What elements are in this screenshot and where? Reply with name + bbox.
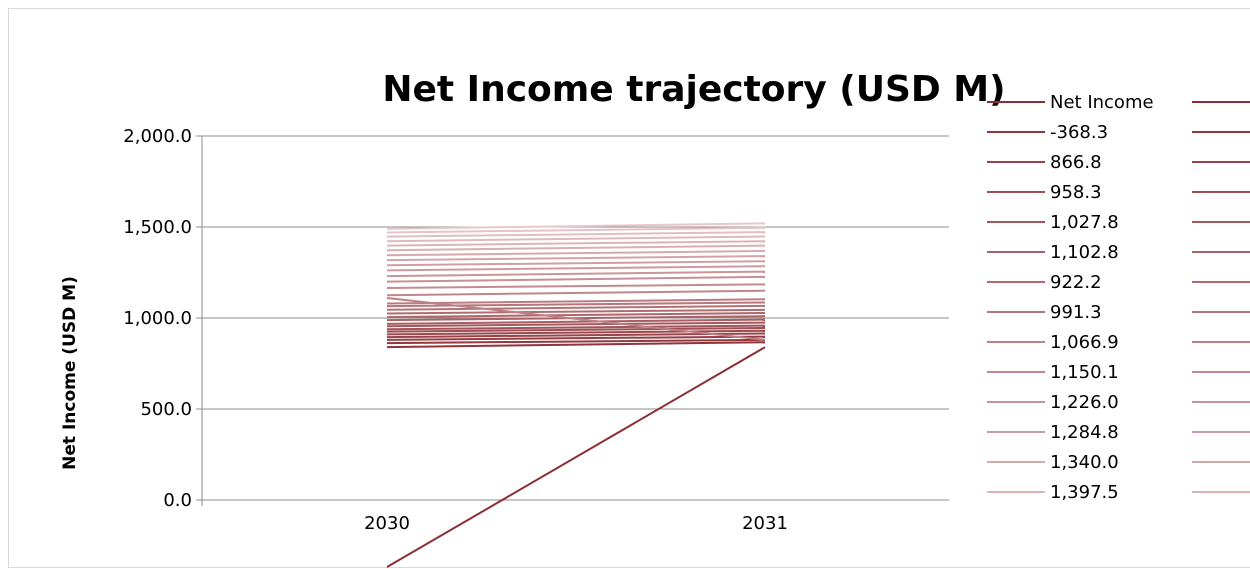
series-line <box>386 318 766 325</box>
series-line <box>386 296 766 341</box>
legend-entry: 922.2 <box>1050 272 1102 293</box>
y-axis-label: Net Income (USD M) <box>60 276 80 470</box>
series-line <box>386 324 766 331</box>
series-line <box>386 329 766 336</box>
series-line <box>386 260 766 267</box>
legend-entry: 1,066.9 <box>1050 332 1119 353</box>
series-line <box>386 346 766 568</box>
y-tick-label: 0.0 <box>163 490 192 511</box>
chart-title: Net Income trajectory (USD M) <box>382 69 1005 110</box>
legend-entry: 1,397.5 <box>1050 482 1119 503</box>
series-line <box>386 332 766 339</box>
legend-entry: 1,226.0 <box>1050 392 1119 413</box>
y-tick-label: 500.0 <box>140 399 192 420</box>
series-line <box>386 270 766 278</box>
legend-entry: 866.8 <box>1050 152 1102 173</box>
series-line <box>386 265 766 272</box>
legend-entry: 958.3 <box>1050 182 1102 203</box>
series-line <box>386 321 766 328</box>
series-line <box>386 250 766 257</box>
series-line <box>386 283 766 289</box>
legend-entry: Net Income <box>1050 92 1154 113</box>
series-line <box>386 308 766 315</box>
series-line <box>386 289 766 297</box>
series-line <box>386 341 766 349</box>
legend-entry: 1,340.0 <box>1050 452 1119 473</box>
series-line <box>386 327 766 333</box>
series-line <box>386 338 766 345</box>
series-line <box>386 226 766 234</box>
series-line <box>386 335 766 341</box>
legend-entry: 1,027.8 <box>1050 212 1119 233</box>
series-line <box>386 311 766 319</box>
y-tick-label: 1,500.0 <box>123 217 192 238</box>
y-tick-labels: 0.0 500.0 1,000.0 1,500.0 2,000.0 <box>123 126 192 511</box>
series-line <box>386 240 766 247</box>
x-tick-label: 2030 <box>364 513 410 534</box>
y-tick-label: 1,000.0 <box>123 308 192 329</box>
chart-frame: Net Income trajectory (USD M) Net Income… <box>8 8 1250 568</box>
series-line <box>386 255 766 262</box>
legend: Net Income -368.3 866.8 958.3 1,027.8 1,102.8… <box>987 92 1250 503</box>
series-lines <box>386 222 766 568</box>
series-line <box>386 235 766 243</box>
series-line <box>386 222 766 230</box>
series-line <box>386 298 766 305</box>
legend-entry: 991.3 <box>1050 302 1102 323</box>
y-tick-label: 2,000.0 <box>123 126 192 147</box>
legend-entry: 1,102.8 <box>1050 242 1119 263</box>
x-tick-label: 2031 <box>742 513 788 534</box>
series-line <box>386 231 766 238</box>
legend-entry: 1,284.8 <box>1050 422 1119 443</box>
line-chart: Net Income trajectory (USD M) Net Income… <box>60 69 1250 568</box>
legend-entry: 1,150.1 <box>1050 362 1119 383</box>
legend-entry: -368.3 <box>1050 122 1108 143</box>
series-line <box>386 244 766 252</box>
series-line <box>386 304 766 311</box>
series-line <box>386 275 766 283</box>
x-tick-labels: 2030 2031 <box>364 513 788 534</box>
